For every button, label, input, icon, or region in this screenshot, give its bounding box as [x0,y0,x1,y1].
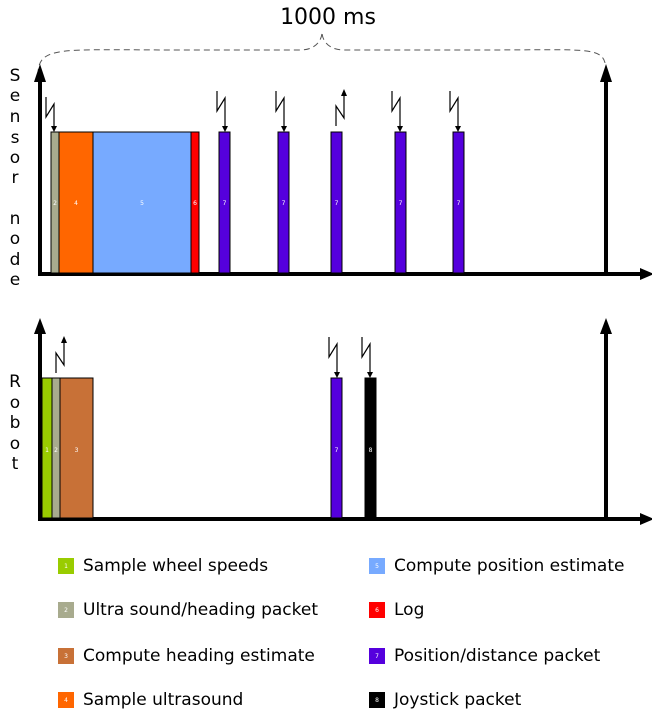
robot-start-arrowhead [34,318,46,334]
sensor-task-6 [190,131,200,274]
robot-lane: 1 2 3 7 8 [41,377,377,519]
sensor-node-label: S e n s o r n o d e [10,66,21,290]
signal-in-arrow [328,337,338,373]
signal-in-arrow [216,91,226,127]
sensor-task-7c-label: 7 [335,200,339,207]
robot-task-7 [330,377,343,519]
signal-arrowhead [367,372,373,378]
sensor-task-5-label: 5 [140,200,144,207]
sensor-task-7e [452,131,465,274]
lane-label-letter: r [12,168,19,188]
signal-in-arrow [45,97,55,128]
sensor-task-2-label: 2 [53,200,57,207]
robot-time-arrowhead [640,513,652,525]
signal-out-arrow [335,95,345,126]
robot-task-7-label: 7 [335,447,339,454]
sensor-time-arrowhead [640,268,652,280]
sensor-task-7a-label: 7 [223,200,227,207]
lane-label-letter: e [10,86,20,106]
sensor-task-7e-label: 7 [457,200,461,207]
robot-task-8-label: 8 [369,447,373,454]
signal-arrowhead [397,126,403,132]
sensor-signals [45,89,461,132]
lane-label-letter: e [10,270,20,290]
robot-task-3-label: 3 [75,447,79,454]
lane-label-letter: o [10,393,20,413]
lane-label-letter: n [10,209,21,229]
signal-arrowhead [61,336,67,343]
robot-task-2-label: 2 [54,447,58,454]
period-brace [37,31,607,76]
robot-label: R o b o t [9,372,21,474]
lane-label-letter: o [10,434,20,454]
signal-out-arrow [55,342,65,373]
signal-arrowhead [222,126,228,132]
signal-arrowhead [281,126,287,132]
signal-arrowhead [51,126,57,132]
lane-label-letter: n [10,107,21,127]
lane-label-letter: d [10,250,21,270]
robot-task-3 [59,377,94,519]
signal-in-arrow [275,91,285,127]
sensor-task-7c [330,131,343,274]
sensor-task-7b [277,131,290,274]
period-label: 1000 ms [280,5,376,30]
sensor-task-7d [394,131,407,274]
sensor-start-arrowhead [34,64,46,82]
sensor-task-6-label: 6 [193,200,197,207]
signal-in-arrow [449,91,459,127]
sensor-node-lane: 2 4 5 6 7 7 7 7 7 [50,131,465,274]
sensor-task-7a [218,131,231,274]
sensor-task-7b-label: 7 [282,200,286,207]
lane-label-letter: s [11,128,20,148]
lane-label-letter: t [12,454,19,474]
signal-arrowhead [341,89,347,96]
sensor-task-4 [58,131,94,274]
lane-label-letter: o [10,148,20,168]
robot-task-1-label: 1 [45,447,49,454]
signal-arrowhead [455,126,461,132]
robot-task-8 [364,377,377,519]
lane-label-letter: b [10,413,21,433]
signal-in-arrow [391,91,401,127]
signal-arrowhead [334,372,340,378]
sensor-end-arrowhead [600,64,612,82]
sensor-task-7d-label: 7 [399,200,403,207]
lane-label-letter: o [10,229,20,249]
lane-label-letter: S [10,66,21,86]
lane-label-letter: R [9,372,21,392]
robot-signals [55,336,373,378]
sensor-task-4-label: 4 [74,200,78,207]
robot-end-arrowhead [600,318,612,334]
signal-in-arrow [361,337,371,373]
